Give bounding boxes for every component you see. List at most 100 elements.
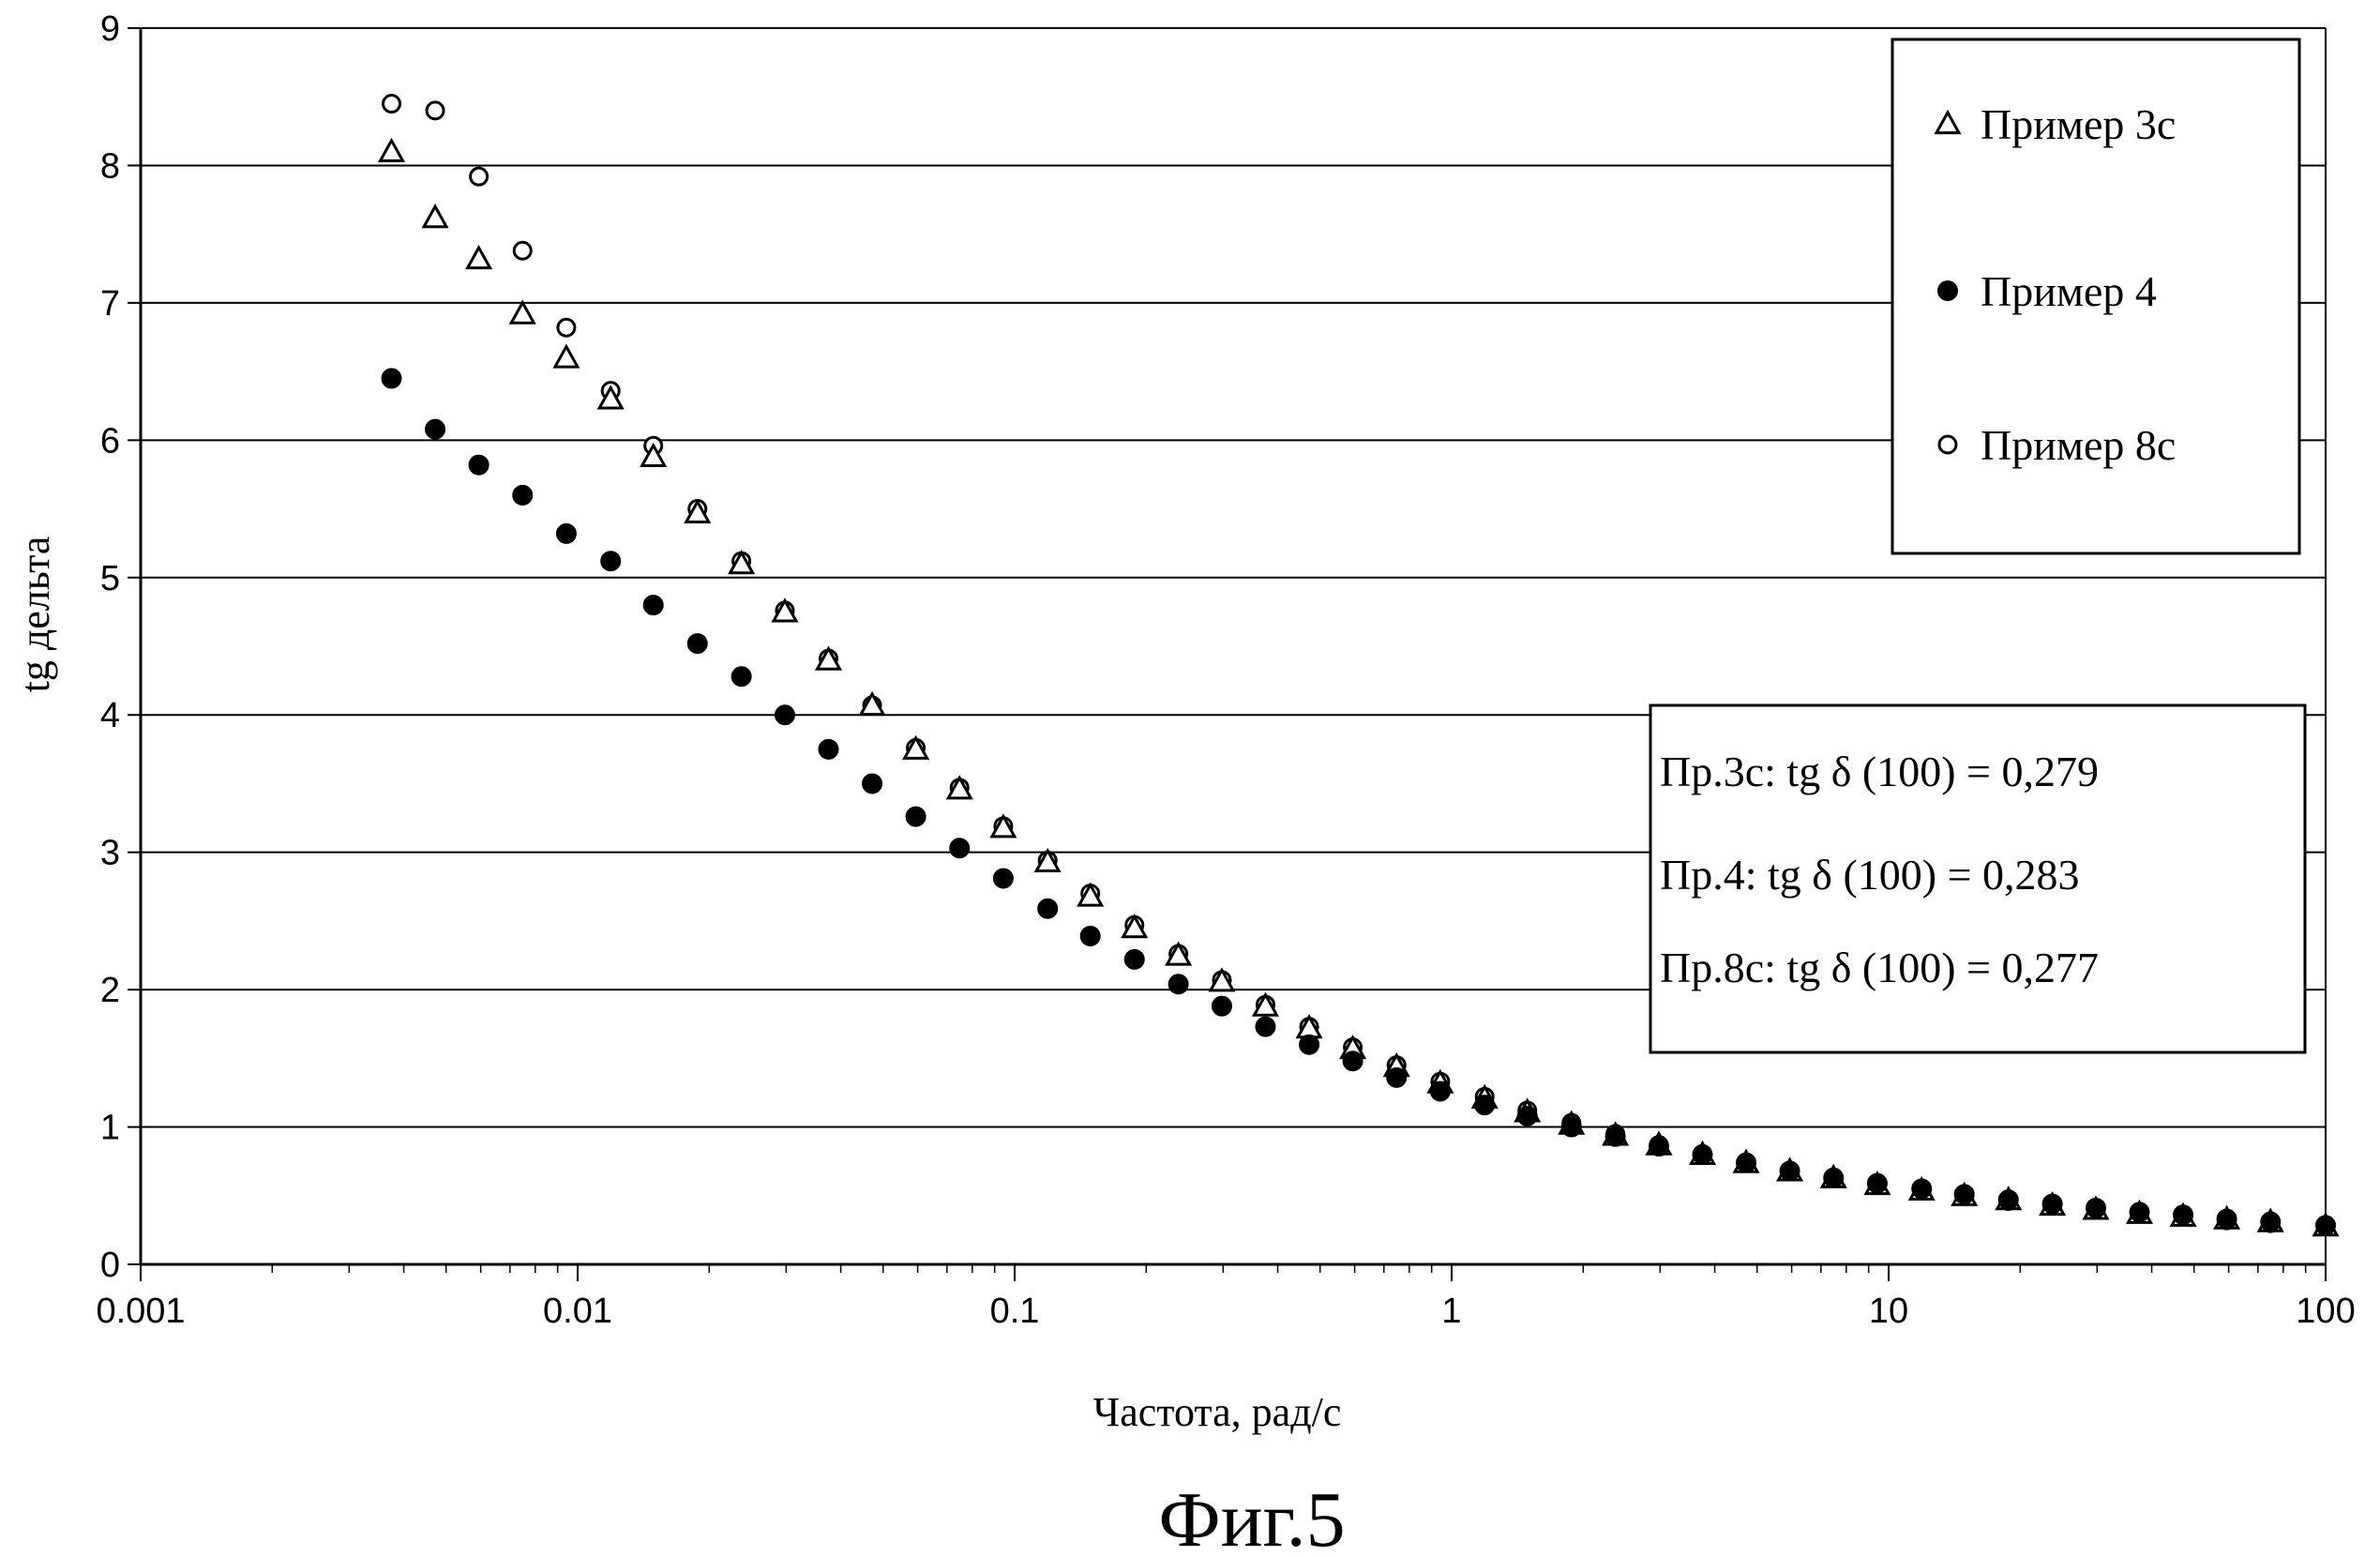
data-point [686,633,708,655]
data-point [1604,1126,1626,1147]
data-point [862,773,883,794]
data-point [596,385,625,410]
legend-marker [1937,280,1958,301]
data-point [555,522,577,544]
y-tick-labels: 0 1 2 3 4 5 6 7 8 9 [100,9,120,1285]
y-tick-label: 0 [100,1246,120,1285]
legend-label: Пример 3с [1981,100,2176,148]
data-point [512,484,534,506]
annotation-line-1: Пр.3с: tg δ (100) = 0,279 [1660,748,2099,795]
y-tick-label: 8 [100,146,120,186]
data-point [381,368,402,389]
y-tick-label: 1 [100,1109,120,1148]
data-points [377,94,2340,1237]
data-point [1997,1189,2019,1211]
y-tick-label: 9 [100,9,120,49]
data-point [1251,991,1280,1017]
data-point [556,317,577,338]
data-point [2085,1197,2106,1218]
data-point [1866,1172,1888,1194]
data-point [1077,882,1105,907]
data-point [512,240,533,261]
data-point [1474,1095,1496,1116]
y-tick-label: 4 [100,696,120,735]
data-point [1560,1116,1582,1138]
data-point [508,299,536,325]
data-point [1911,1178,1933,1200]
data-point [2041,1193,2063,1215]
data-point [1079,925,1101,946]
data-point [1123,948,1145,970]
axes [128,27,2327,1281]
legend-label: Пример 4 [1981,267,2157,315]
data-point [1429,1081,1451,1102]
data-point [945,775,973,800]
data-point [1255,1016,1276,1037]
data-point [992,868,1014,889]
data-point [1165,941,1193,966]
data-point [731,666,752,688]
data-point [818,738,839,760]
figure-caption: Фиг.5 [1158,1476,1345,1557]
data-point [2260,1211,2282,1232]
data-point [1299,1034,1320,1055]
x-tick-labels: 0.001 0.01 0.1 1 10 100 [96,1292,2355,1331]
data-point [774,704,795,726]
data-point [381,94,401,114]
data-point [728,550,756,575]
y-tick-label: 2 [100,971,120,1010]
data-point [2129,1202,2150,1223]
data-point [1167,974,1189,995]
data-point [1386,1066,1408,1088]
x-tick-label: 0.1 [990,1292,1040,1331]
x-tick-label: 10 [1869,1292,1908,1331]
legend-marker [1934,109,1962,135]
data-point [1953,1184,1975,1205]
data-point [2173,1204,2194,1226]
data-point [949,838,971,859]
data-point [858,690,886,717]
x-tick-label: 100 [2296,1292,2355,1331]
data-point [425,418,446,440]
legend: Пример 3с Пример 4 Пример 8с [1890,38,2301,555]
data-point [1037,898,1059,919]
annotation-line-2: Пр.4: tg δ (100) = 0,283 [1660,851,2080,899]
data-point [2216,1208,2237,1230]
legend-label: Пример 8с [1981,421,2176,469]
data-point [1823,1167,1845,1188]
data-point [640,442,668,468]
data-point [771,597,799,623]
data-point [600,551,622,572]
y-tick-label: 7 [100,284,120,324]
data-point [1736,1152,1757,1173]
data-point [2315,1215,2336,1236]
legend-marker [1937,434,1958,455]
x-axis-label: Частота, рад/с [1093,1389,1342,1435]
y-tick-label: 5 [100,559,120,598]
data-point [1516,1105,1538,1126]
data-point [468,454,490,476]
data-point [1648,1136,1669,1157]
data-point [1692,1143,1713,1165]
data-point [465,244,493,270]
x-tick-label: 0.01 [543,1292,612,1331]
data-point [642,595,664,616]
series-1 [381,368,2336,1236]
annotation-box: Пр.3с: tg δ (100) = 0,279 Пр.4: tg δ (10… [1649,703,2307,1054]
data-point [684,498,712,524]
data-point [552,343,580,369]
data-point [1033,847,1062,873]
data-point [425,100,445,121]
data-point [421,204,449,229]
x-tick-label: 0.001 [96,1292,185,1331]
y-axis-label: tg дельта [12,537,58,693]
annotation-line-3: Пр.8с: tg δ (100) = 0,277 [1660,944,2099,991]
data-point [814,645,843,671]
data-point [377,137,406,162]
data-point [1121,914,1149,939]
data-point [1211,995,1232,1017]
data-point [1779,1160,1800,1182]
y-tick-label: 6 [100,421,120,461]
x-tick-label: 1 [1441,1292,1461,1331]
